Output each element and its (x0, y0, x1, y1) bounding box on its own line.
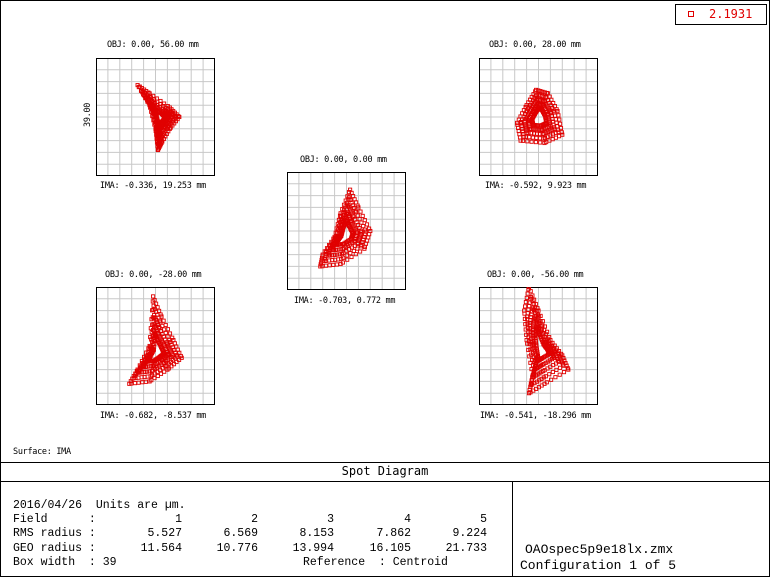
geo-value: 21.733 (445, 542, 487, 555)
spot-2-ima-label: IMA: -0.592, 9.923 mm (485, 181, 587, 191)
geo-value: 11.564 (140, 542, 182, 555)
rms-value: 6.569 (223, 527, 258, 540)
legend-value: 2.1931 (709, 7, 753, 21)
plot-title: Spot Diagram (341, 464, 429, 478)
field-number: 2 (251, 513, 258, 526)
spot-4-obj-label: OBJ: 0.00, -28.00 mm (105, 270, 202, 280)
field-number: 4 (404, 513, 411, 526)
geo-value: 13.994 (292, 542, 334, 555)
spot-2-obj-label: OBJ: 0.00, 28.00 mm (489, 40, 581, 50)
spot-5-ima-label: IMA: -0.541, -18.296 mm (480, 411, 591, 421)
geo-label: GEO radius : (13, 542, 96, 555)
box-width-label: Box width : 39 (13, 556, 117, 569)
spot-plot-2 (479, 58, 598, 176)
legend-box: 2.1931 (675, 4, 767, 25)
divider-filebox (512, 481, 513, 577)
configuration-label: Configuration 1 of 5 (520, 558, 677, 573)
reference-label: Reference : Centroid (303, 556, 448, 569)
spot-4-ima-label: IMA: -0.682, -8.537 mm (100, 411, 206, 421)
spot-pattern (522, 287, 571, 396)
surface-label: Surface: IMA (13, 447, 71, 457)
geo-value: 10.776 (216, 542, 258, 555)
divider-title (1, 481, 769, 482)
spot-plot-4 (96, 287, 215, 405)
spot-1-obj-label: OBJ: 0.00, 56.00 mm (107, 40, 199, 50)
legend-marker (688, 11, 694, 17)
field-number: 3 (327, 513, 334, 526)
spot-pattern (515, 87, 565, 146)
rms-value: 5.527 (147, 527, 182, 540)
rms-label: RMS radius : (13, 527, 96, 540)
divider-top (1, 462, 769, 463)
date-units-line: 2016/04/26 Units are µm. (13, 499, 186, 512)
field-label: Field : (13, 513, 96, 526)
box-width-axis-label: 39.00 (83, 102, 93, 127)
file-name: OAOspec5p9e18lx.zmx (525, 542, 674, 557)
spot-plot-3 (287, 172, 406, 290)
spot-3-obj-label: OBJ: 0.00, 0.00 mm (300, 155, 387, 165)
rms-value: 8.153 (299, 527, 334, 540)
spot-1-ima-label: IMA: -0.336, 19.253 mm (100, 181, 206, 191)
spot-5-obj-label: OBJ: 0.00, -56.00 mm (487, 270, 584, 280)
geo-value: 16.105 (369, 542, 411, 555)
field-number: 1 (175, 513, 182, 526)
spot-pattern (127, 294, 184, 386)
spot-3-ima-label: IMA: -0.703, 0.772 mm (294, 296, 396, 306)
spot-plot-5 (479, 287, 598, 405)
spot-pattern (318, 187, 373, 269)
rms-value: 9.224 (452, 527, 487, 540)
spot-plot-1 (96, 58, 215, 176)
spot-pattern (135, 83, 182, 153)
rms-value: 7.862 (376, 527, 411, 540)
field-number: 5 (480, 513, 487, 526)
